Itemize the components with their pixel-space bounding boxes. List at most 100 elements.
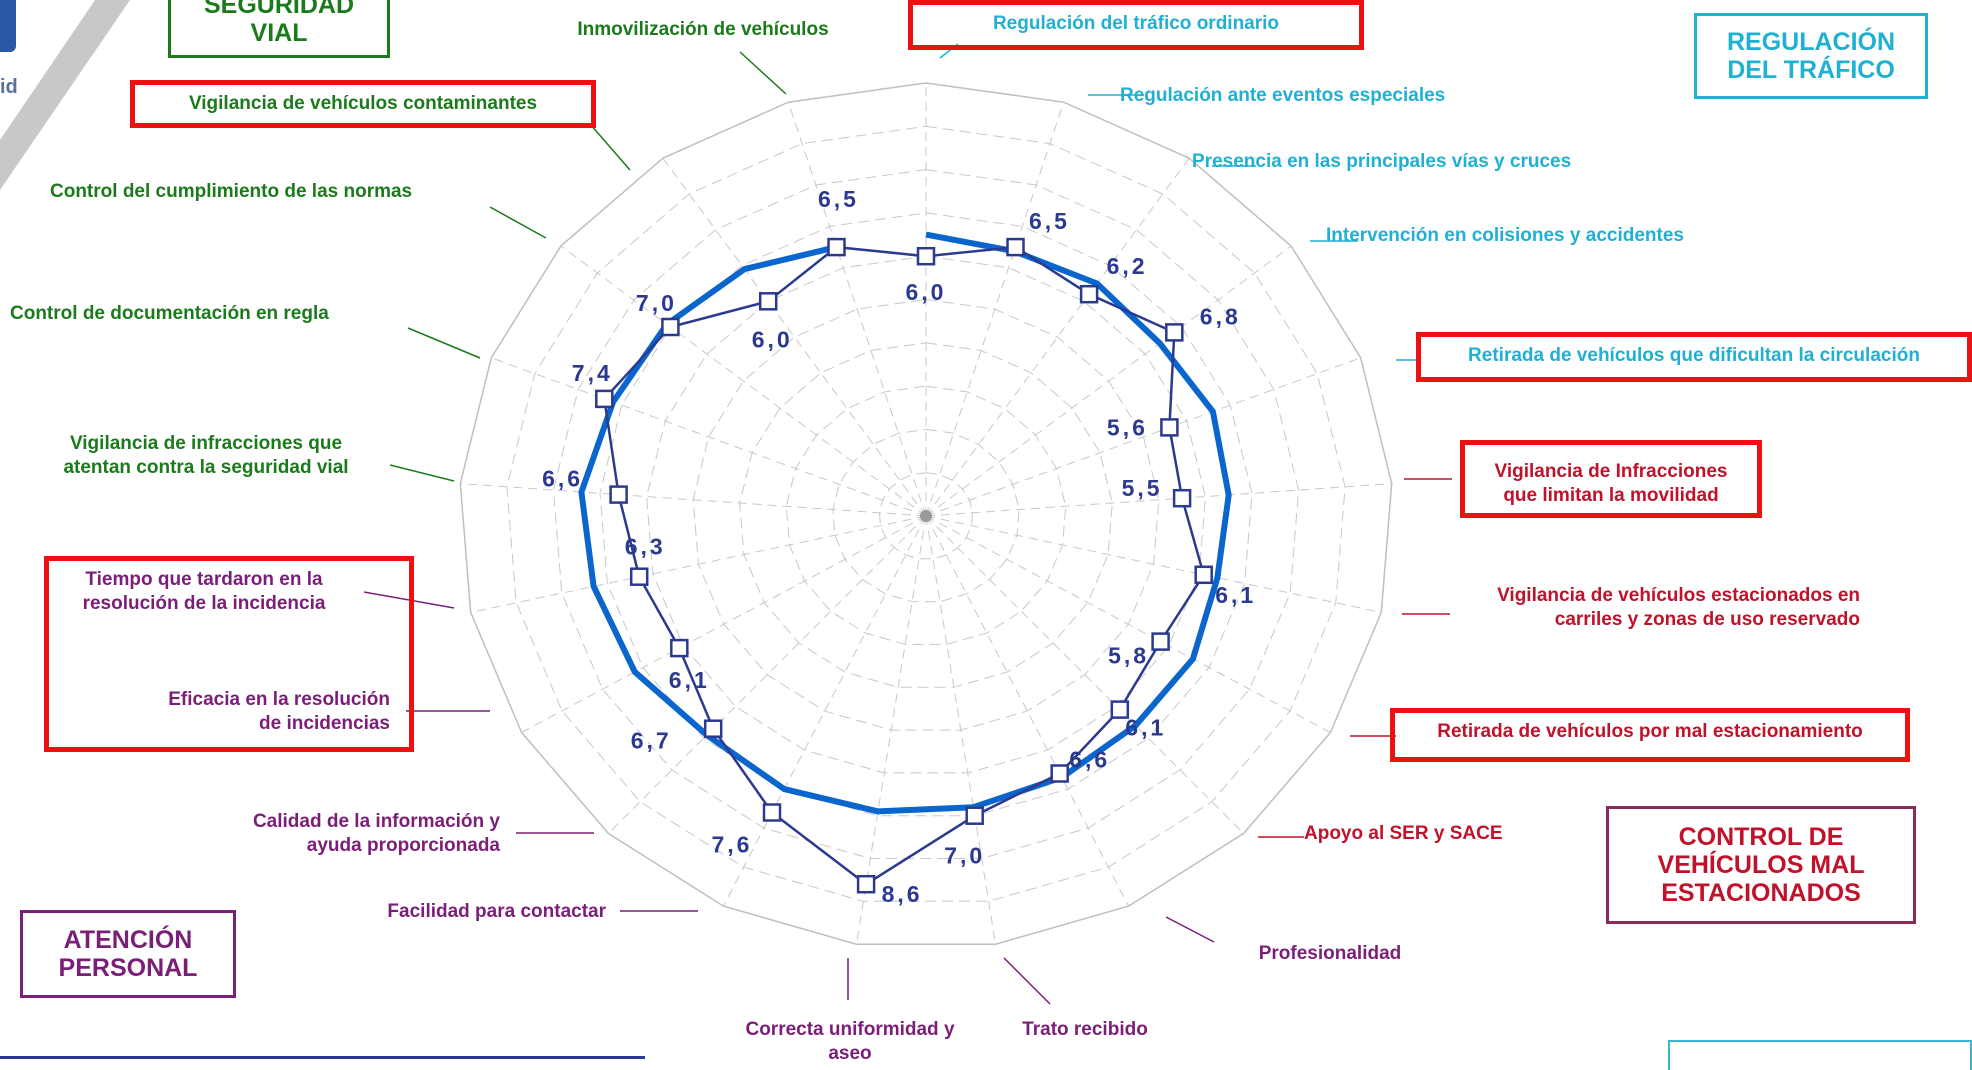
- category-label: Regulación ante eventos especiales: [1120, 85, 1446, 106]
- data-label: 6,2: [1107, 253, 1148, 279]
- data-label: 5,8: [1108, 643, 1149, 669]
- data-point-marker: [856, 874, 876, 894]
- data-label: 6,3: [625, 534, 666, 560]
- data-point-marker: [1110, 700, 1130, 719]
- highlight-frame-vigilancia-movilidad: [1460, 440, 1762, 518]
- data-label: 6,5: [818, 186, 859, 212]
- grid-ring: [646, 255, 1206, 774]
- grid-spoke: [560, 245, 927, 517]
- data-label: 6,6: [542, 466, 583, 492]
- data-point-marker: [1006, 237, 1025, 257]
- grid-spoke: [521, 515, 927, 733]
- category-label: Eficacia en la resolución de incidencias: [168, 689, 390, 734]
- data-label: 7,6: [712, 832, 753, 858]
- logo-stripe: id: [0, 0, 140, 190]
- leader-line: [389, 464, 455, 482]
- data-point-marker: [1165, 323, 1184, 342]
- data-label: 7,4: [572, 360, 613, 386]
- data-label: 6,1: [1215, 582, 1256, 608]
- category-label: Profesionalidad: [1258, 943, 1402, 964]
- group-box-seguridad-vial: SEGURIDAD VIAL: [168, 0, 390, 58]
- category-label: Presencia en las principales vías y cruc…: [1192, 151, 1572, 172]
- leader-line: [739, 51, 787, 95]
- highlight-frame-regulacion-ordinario: [908, 0, 1364, 50]
- category-label: Apoyo al SER y SACE: [1304, 823, 1503, 844]
- grid-spoke: [470, 515, 927, 613]
- grid-spoke: [925, 102, 1065, 517]
- data-point-marker: [1151, 632, 1170, 651]
- leader-line: [407, 327, 481, 359]
- grid-spoke: [925, 483, 1392, 517]
- data-point-marker: [629, 567, 649, 586]
- leader-line: [1165, 916, 1215, 943]
- category-label: Tiempo que tardaron en la resolución de …: [82, 569, 326, 614]
- data-label: 5,5: [1122, 475, 1163, 501]
- data-point-marker: [1160, 418, 1179, 437]
- category-label: Trato recibido: [1022, 1019, 1148, 1040]
- data-label: 6,5: [1029, 208, 1070, 234]
- group-box-control-vehiculos: CONTROL DE VEHÍCULOS MAL ESTACIONADOS: [1606, 806, 1916, 924]
- grid-spoke: [925, 515, 1331, 733]
- category-label: Retirada de vehículos por mal estacionam…: [1437, 721, 1863, 742]
- category-label: Inmovilización de vehículos: [577, 19, 829, 40]
- grid-ring: [692, 298, 1160, 731]
- grid-spoke: [925, 245, 1292, 517]
- category-label: Correcta uniformidad y aseo: [745, 1019, 955, 1064]
- highlight-frame-retirada-estacionamiento: [1390, 708, 1910, 762]
- data-point-marker: [661, 317, 680, 337]
- category-label: Retirada de vehículos que dificultan la …: [1468, 345, 1920, 366]
- data-point-marker: [1050, 764, 1069, 783]
- footer-line: [0, 1056, 645, 1059]
- data-point-marker: [758, 292, 778, 311]
- grid-spoke: [722, 515, 927, 907]
- data-point-marker: [1172, 488, 1192, 508]
- grid-spoke: [855, 515, 927, 945]
- data-label: 6,8: [1200, 303, 1241, 329]
- grid-ring: [599, 212, 1253, 817]
- grid-spoke: [460, 483, 927, 517]
- series-line-values: [603, 245, 1205, 886]
- logo-diagonal-stripe: [0, 0, 130, 190]
- highlight-frame-retirada-circulacion: [1416, 332, 1972, 382]
- data-label: 8,6: [882, 881, 923, 907]
- data-point-marker: [827, 237, 846, 257]
- grid-ring: [459, 82, 1393, 945]
- category-label: Vigilancia de Infracciones que limitan l…: [1494, 461, 1728, 506]
- leader-line: [589, 123, 631, 171]
- data-point-marker: [609, 485, 628, 504]
- grid-spoke: [491, 357, 927, 517]
- group-box-atencion-personal: ATENCIÓN PERSONAL: [20, 910, 236, 998]
- grid-spoke: [787, 102, 927, 517]
- data-label: 5,6: [1107, 414, 1148, 440]
- corner-box: [1668, 1040, 1972, 1070]
- grid-ring: [878, 472, 974, 560]
- data-label: 6,1: [1125, 715, 1166, 741]
- data-point-marker: [703, 719, 723, 738]
- data-point-marker: [595, 389, 614, 409]
- logo-text: id: [0, 76, 18, 98]
- grid-ring: [785, 385, 1067, 645]
- data-point-marker: [670, 638, 689, 658]
- data-point-marker: [916, 246, 936, 266]
- data-point-marker: [762, 803, 782, 822]
- data-point-marker: [965, 806, 984, 825]
- grid-ring: [739, 342, 1113, 688]
- grid-ring: [506, 125, 1346, 902]
- logo-mark: [0, 0, 16, 52]
- data-label: 6,0: [906, 279, 947, 305]
- grid-spoke: [925, 357, 1361, 517]
- data-label: 6,0: [752, 326, 793, 352]
- category-label: Facilidad para contactar: [387, 901, 606, 922]
- highlight-frame-atencion-incidencias: [44, 556, 414, 752]
- grid-ring: [552, 169, 1300, 859]
- highlight-frame-vehiculos-contaminantes: [130, 80, 596, 128]
- grid-spoke: [925, 515, 1382, 613]
- category-label: Control del cumplimiento de las normas: [50, 181, 413, 202]
- category-label: Intervención en colisiones y accidentes: [1326, 225, 1684, 246]
- leader-line: [1003, 957, 1051, 1005]
- center-point: [920, 510, 932, 522]
- category-label: Control de documentación en regla: [10, 303, 329, 324]
- data-label: 6,7: [631, 728, 672, 754]
